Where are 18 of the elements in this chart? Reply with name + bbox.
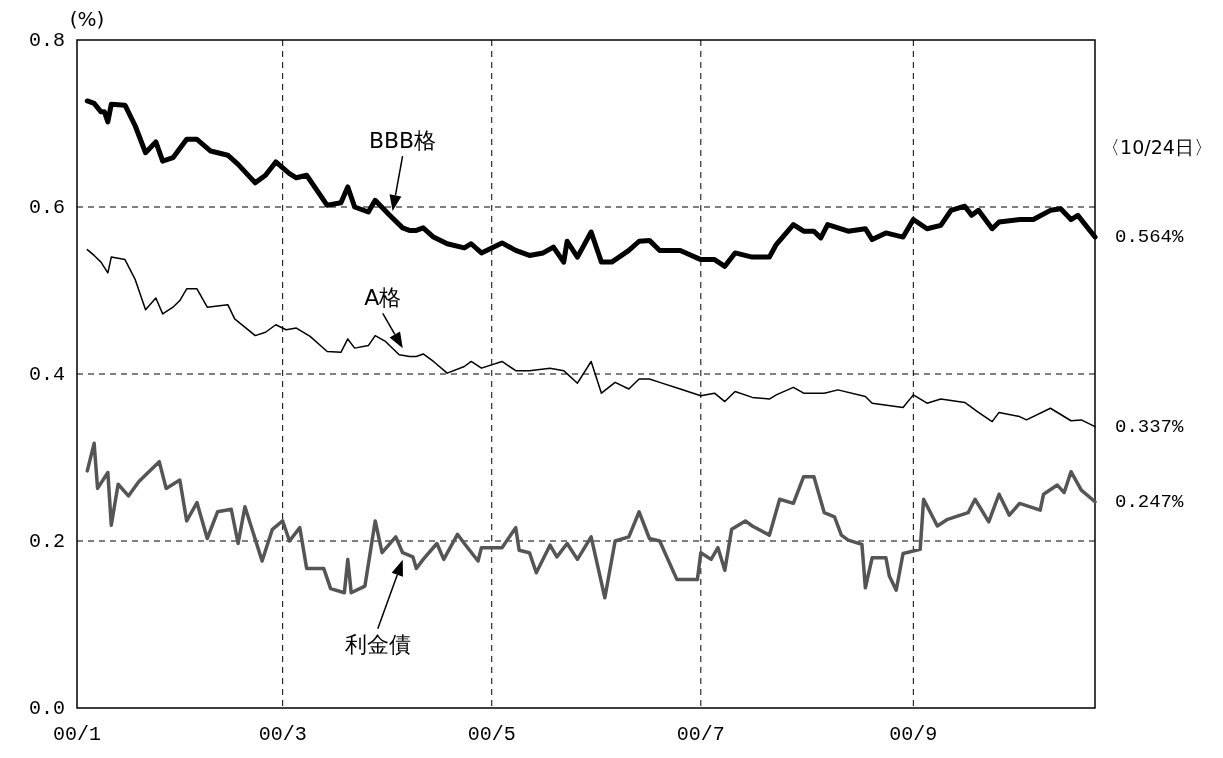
annotation: 0.337% <box>1115 415 1185 438</box>
x-tick-label: 00/9 <box>889 723 938 746</box>
y-axis-title: (%) <box>69 7 105 31</box>
annotation: 0.564% <box>1115 226 1185 249</box>
x-tick-label: 00/1 <box>52 723 102 746</box>
series-label: 利金債 <box>344 632 411 658</box>
x-tick-label: 00/7 <box>676 723 725 746</box>
y-tick-label: 0.4 <box>28 362 65 386</box>
x-tick-label: 00/3 <box>258 723 307 746</box>
x-tick-label: 00/5 <box>467 723 516 746</box>
y-tick-label: 0.2 <box>28 529 65 553</box>
text: 〈10/24日〉 <box>1101 136 1213 159</box>
series-label: A格 <box>364 284 402 310</box>
y-tick-label: 0.8 <box>28 28 65 52</box>
y-tick-label: 0.6 <box>28 195 65 219</box>
y-tick-label: 0.0 <box>28 696 65 720</box>
annotation: 0.247% <box>1115 490 1185 513</box>
series-label: BBB格 <box>368 127 437 153</box>
